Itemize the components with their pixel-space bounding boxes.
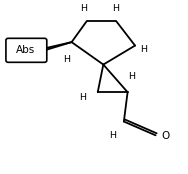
Text: H: H xyxy=(63,55,70,64)
Text: H: H xyxy=(112,4,119,13)
Text: Abs: Abs xyxy=(16,45,36,55)
Text: H: H xyxy=(140,45,147,54)
Text: H: H xyxy=(80,4,87,13)
FancyBboxPatch shape xyxy=(6,38,47,62)
Text: O: O xyxy=(162,131,170,141)
Text: H: H xyxy=(79,93,86,102)
Text: H: H xyxy=(109,131,116,140)
Text: H: H xyxy=(128,72,135,81)
